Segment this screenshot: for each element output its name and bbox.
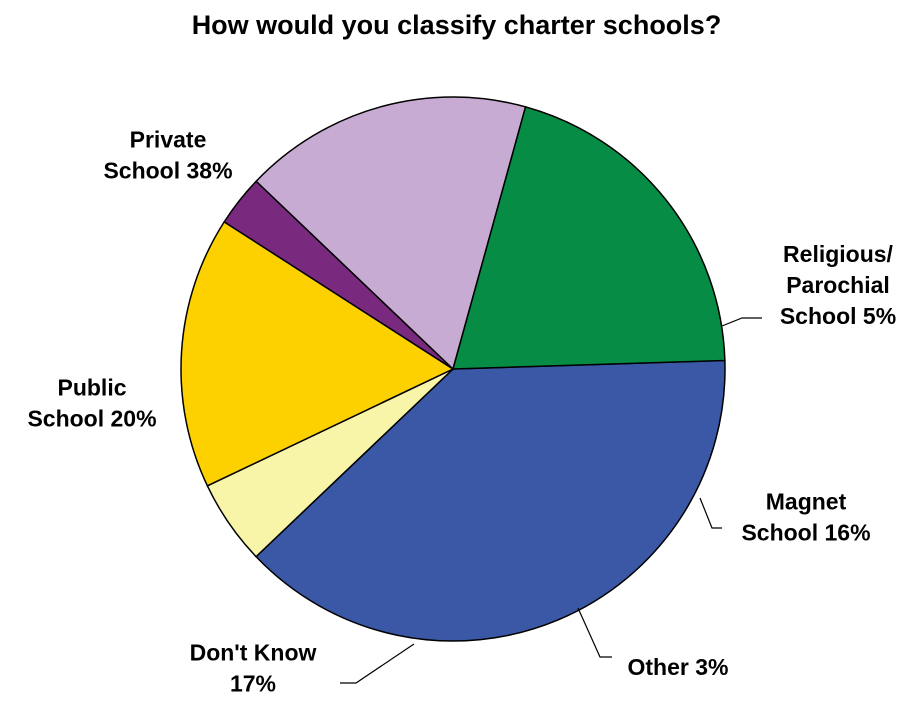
pie-slice-2 — [180, 220, 455, 487]
slice-label-line: 17% — [230, 671, 276, 697]
pie-slice-0 — [255, 359, 726, 642]
slice-label-line: Public — [57, 375, 126, 401]
slice-label-line: School 38% — [103, 158, 232, 184]
slice-label-line: Don't Know — [190, 640, 317, 666]
pie-slice-4 — [255, 96, 527, 371]
slice-label-2: Magnet School 16% — [741, 489, 870, 546]
slice-label-line: Other 3% — [628, 654, 729, 680]
slice-label-line: School 20% — [27, 406, 156, 432]
slice-label-4: Don't Know 17% — [190, 640, 317, 697]
slice-label-5: Public School 20% — [27, 375, 156, 432]
slice-label-line: Religious/ — [783, 241, 894, 267]
slice-label-line: School 16% — [741, 520, 870, 546]
leader-line-2 — [699, 497, 722, 529]
chart-title: How would you classify charter schools? — [191, 10, 722, 40]
slice-label-line: Private — [130, 127, 207, 153]
slice-label-line: School 5% — [780, 303, 896, 329]
slice-label-0: Private School 38% — [103, 127, 232, 184]
slice-label-1: Religious/Parochial School 5% — [780, 241, 896, 329]
leader-line-1 — [721, 317, 762, 327]
slice-label-line: Parochial — [786, 272, 890, 298]
slice-label-3: Other 3% — [628, 654, 729, 680]
leader-line-3 — [577, 607, 612, 658]
slice-label-line: Magnet — [766, 489, 847, 515]
pie-slice-5 — [452, 105, 726, 370]
leader-line-4 — [340, 643, 415, 684]
